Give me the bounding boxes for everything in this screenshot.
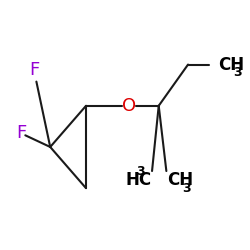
Text: F: F (29, 61, 39, 79)
Text: CH: CH (218, 56, 244, 74)
Text: 3: 3 (234, 66, 242, 79)
Text: 3: 3 (136, 165, 144, 178)
Text: CH: CH (168, 171, 194, 189)
Text: O: O (122, 97, 136, 115)
Text: HC: HC (125, 171, 151, 189)
Text: 3: 3 (182, 182, 191, 195)
Text: F: F (16, 124, 26, 142)
